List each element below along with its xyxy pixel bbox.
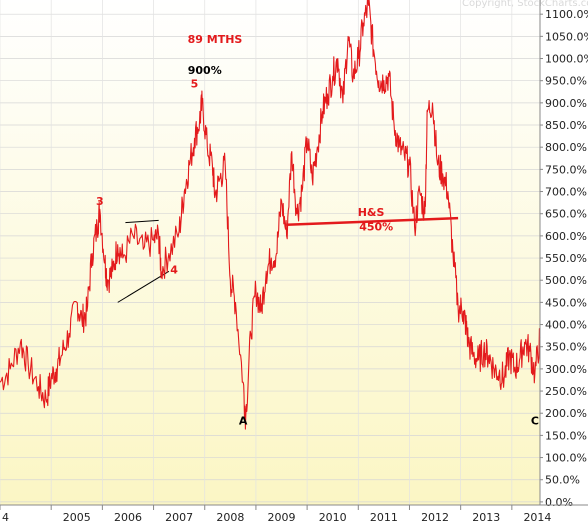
y-tick-label: 900.0% [545, 97, 587, 110]
chart-annotation: 900% [188, 64, 222, 77]
x-tick-label: 2005 [63, 511, 91, 524]
y-tick-label: 350.0% [545, 341, 587, 354]
y-tick-label: 550.0% [545, 252, 587, 265]
chart-annotation: 4 [170, 264, 178, 277]
x-tick-label: 2007 [165, 511, 193, 524]
y-tick-label: 50.0% [545, 474, 580, 487]
trendline [286, 216, 459, 227]
y-tick-label: 650.0% [545, 208, 587, 221]
y-tick-label: 1100.0% [545, 8, 588, 21]
y-tick-label: 0.0% [545, 496, 573, 509]
x-tick-label: 2012 [421, 511, 449, 524]
y-tick-label: 150.0% [545, 429, 587, 442]
y-tick-label: 450.0% [545, 296, 587, 309]
y-tick-label: 750.0% [545, 163, 587, 176]
y-tick-label: 850.0% [545, 119, 587, 132]
x-axis: 4 2005 2006 2007 2008 2009 2010 2011 2012 2013 201… [0, 505, 551, 524]
x-tick-label: 2009 [268, 511, 296, 524]
chart-annotation: 900% [346, 0, 380, 3]
chart-annotation: A [239, 414, 248, 427]
chart-annotation: 89 MTHS [188, 33, 243, 46]
price-series-line [0, 0, 541, 430]
chart-annotation: H&S [358, 206, 385, 219]
y-tick-label: 950.0% [545, 75, 587, 88]
chart-annotation: 450% [359, 221, 393, 234]
y-tick-label: 400.0% [545, 319, 587, 332]
x-tick-label: 2008 [216, 511, 244, 524]
y-tick-label: 500.0% [545, 274, 587, 287]
series [0, 0, 541, 430]
x-tick-label: 2006 [114, 511, 142, 524]
chart-annotation: 5 [191, 77, 199, 90]
chart-annotation: C [531, 414, 539, 427]
y-tick-label: 800.0% [545, 141, 587, 154]
x-tick-label: 2013 [472, 511, 500, 524]
chart-annotation: 3 [96, 195, 104, 208]
watermark: Copyright, StockCharts.com [462, 0, 588, 9]
y-tick-label: 300.0% [545, 363, 587, 376]
x-tick-label: 2010 [319, 511, 347, 524]
y-tick-label: 250.0% [545, 385, 587, 398]
y-tick-label: 1050.0% [545, 30, 588, 43]
x-tick-label: 4 [2, 511, 9, 524]
x-tick-label: 2011 [370, 511, 398, 524]
y-tick-label: 700.0% [545, 186, 587, 199]
x-tick-label: 2014 [523, 511, 551, 524]
y-tick-label: 1000.0% [545, 53, 588, 66]
y-tick-label: 600.0% [545, 230, 587, 243]
trendline [125, 219, 159, 224]
y-tick-label: 200.0% [545, 407, 587, 420]
y-axis: 0.0% 50.0% 100.0% 150.0% 200.0% 250.0% 300.0% 3… [540, 8, 588, 509]
y-tick-label: 100.0% [545, 452, 587, 465]
